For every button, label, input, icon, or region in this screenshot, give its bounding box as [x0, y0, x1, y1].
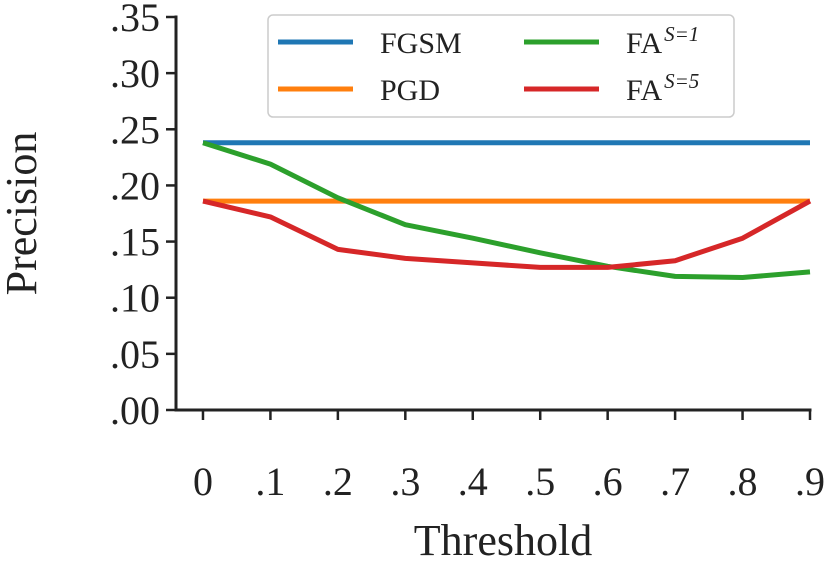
y-axis-label: Precision	[0, 132, 46, 296]
x-tick-label: .7	[660, 459, 690, 504]
x-tick-label: .6	[593, 459, 623, 504]
legend-label-fa-s-1: FAS=1	[626, 22, 699, 60]
legend-label-pgd: PGD	[380, 74, 440, 107]
legend-label-fgsm: FGSM	[380, 27, 462, 60]
y-tick-label: .10	[110, 276, 160, 321]
y-tick-label: .25	[110, 107, 160, 152]
y-tick-label: .05	[110, 332, 160, 377]
x-tick-label: .4	[458, 459, 488, 504]
y-ticks: .00 .05 .10 .15 .20 .25 .30 .35	[110, 0, 176, 433]
legend-label-fa-s-5: FAS=5	[626, 69, 699, 107]
y-tick-label: .20	[110, 163, 160, 208]
series-line-fa-s-1	[202, 140, 811, 280]
x-axis-label: Threshold	[414, 516, 592, 565]
x-ticks: 0 .1 .2 .3 .4 .5 .6 .7 .8 .9	[193, 410, 825, 504]
x-tick-label: .2	[323, 459, 353, 504]
y-tick-label: .15	[110, 220, 160, 265]
plot-lines	[202, 140, 812, 280]
x-tick-label: .3	[390, 459, 420, 504]
axes: .00 .05 .10 .15 .20 .25 .30 .35 0 .1 .2 .3 .4 .5 .6 .7…	[110, 0, 825, 504]
series-line-fa-s-5	[202, 198, 812, 270]
legend: FGSM PGD FAS=1 FAS=5	[267, 14, 735, 118]
y-tick-label: .30	[110, 51, 160, 96]
x-tick-label: 0	[193, 459, 213, 504]
x-tick-label: .1	[255, 459, 285, 504]
x-tick-label: .5	[525, 459, 555, 504]
x-tick-label: .8	[728, 459, 758, 504]
y-tick-label: .35	[110, 0, 160, 40]
legend-box	[267, 14, 735, 118]
y-tick-label: .00	[110, 388, 160, 433]
x-tick-label: .9	[795, 459, 825, 504]
